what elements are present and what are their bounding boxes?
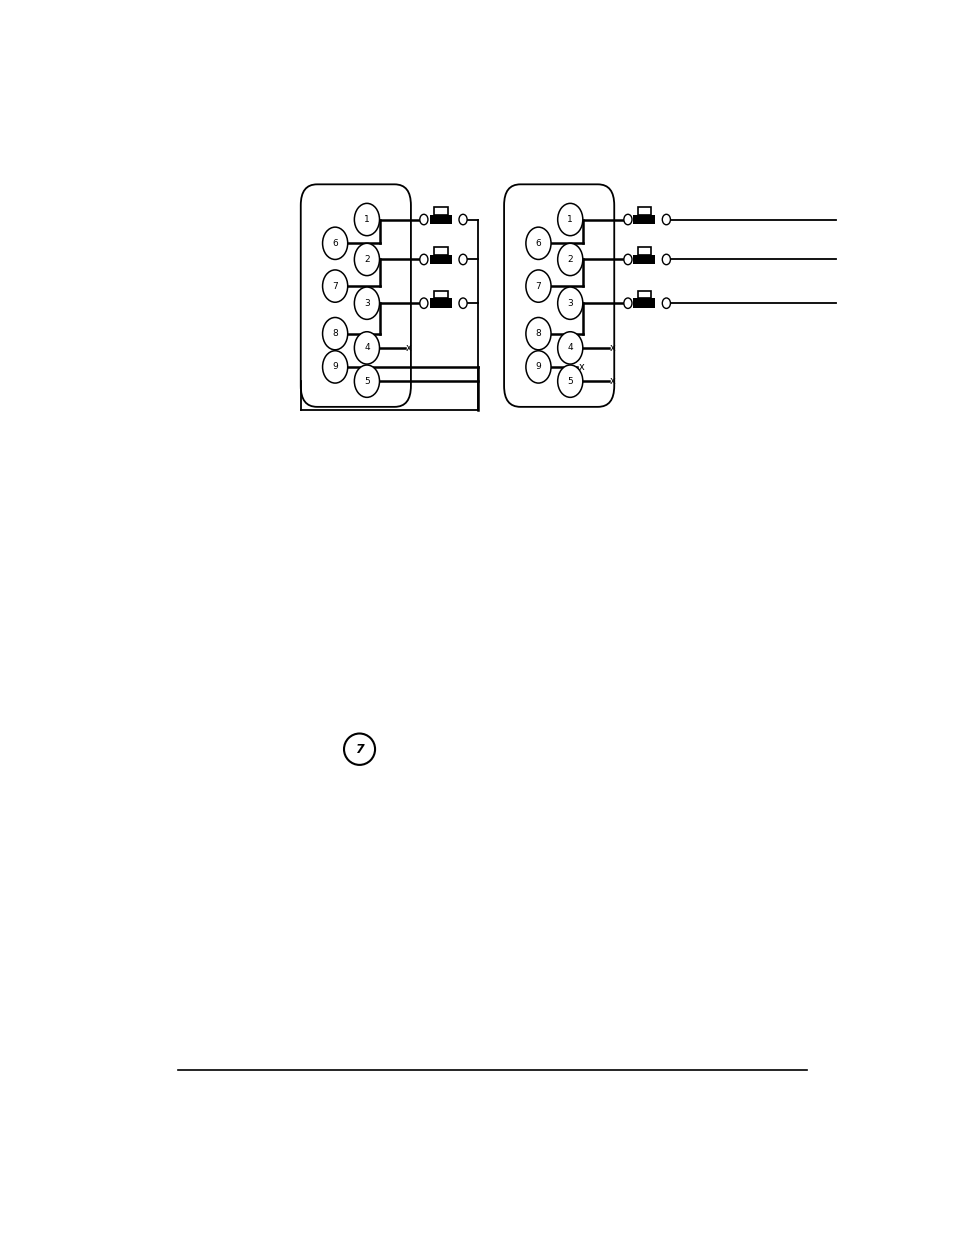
Text: 5: 5 [567, 377, 573, 385]
Circle shape [525, 317, 551, 350]
FancyBboxPatch shape [300, 184, 411, 406]
Circle shape [354, 366, 379, 398]
Circle shape [623, 215, 631, 225]
Circle shape [558, 204, 582, 236]
Text: 8: 8 [332, 330, 337, 338]
Text: 1: 1 [364, 215, 370, 224]
Text: 7: 7 [355, 742, 363, 756]
Ellipse shape [344, 734, 375, 764]
Text: 3: 3 [567, 299, 573, 308]
Circle shape [558, 366, 582, 398]
Text: 4: 4 [364, 343, 370, 352]
Text: 9: 9 [332, 362, 337, 372]
Circle shape [525, 351, 551, 383]
Text: 2: 2 [364, 254, 370, 264]
Bar [637, 247, 650, 254]
Circle shape [458, 298, 467, 309]
Bar [434, 247, 447, 254]
Circle shape [354, 204, 379, 236]
Bar [637, 291, 650, 299]
Circle shape [525, 270, 551, 303]
Text: 3: 3 [364, 299, 370, 308]
Circle shape [419, 215, 428, 225]
Circle shape [661, 254, 670, 264]
Bar [633, 254, 655, 264]
Circle shape [525, 227, 551, 259]
Circle shape [623, 298, 631, 309]
Text: x: x [610, 343, 616, 353]
Circle shape [419, 298, 428, 309]
Bar [434, 291, 447, 299]
Text: x: x [578, 362, 583, 372]
Circle shape [419, 254, 428, 264]
Circle shape [558, 287, 582, 320]
Circle shape [458, 215, 467, 225]
Bar [429, 299, 452, 308]
Text: x: x [610, 377, 616, 387]
Circle shape [558, 332, 582, 364]
Text: 7: 7 [535, 282, 540, 290]
Text: 6: 6 [332, 238, 337, 248]
Bar [637, 207, 650, 215]
Text: x: x [406, 343, 412, 353]
Circle shape [322, 317, 347, 350]
Text: 7: 7 [332, 282, 337, 290]
Circle shape [661, 298, 670, 309]
Text: 6: 6 [535, 238, 540, 248]
Circle shape [322, 351, 347, 383]
Circle shape [322, 227, 347, 259]
Bar [434, 207, 447, 215]
Bar [633, 299, 655, 308]
Text: 8: 8 [535, 330, 540, 338]
Text: 4: 4 [567, 343, 573, 352]
Circle shape [458, 254, 467, 264]
Text: 9: 9 [535, 362, 540, 372]
Circle shape [354, 287, 379, 320]
Circle shape [354, 332, 379, 364]
Text: 5: 5 [364, 377, 370, 385]
Bar [633, 215, 655, 225]
Circle shape [623, 254, 631, 264]
Bar [429, 254, 452, 264]
Circle shape [661, 215, 670, 225]
Text: 1: 1 [567, 215, 573, 224]
Circle shape [558, 243, 582, 275]
FancyBboxPatch shape [503, 184, 614, 406]
Bar [429, 215, 452, 225]
Circle shape [354, 243, 379, 275]
Circle shape [322, 270, 347, 303]
Text: 2: 2 [567, 254, 573, 264]
